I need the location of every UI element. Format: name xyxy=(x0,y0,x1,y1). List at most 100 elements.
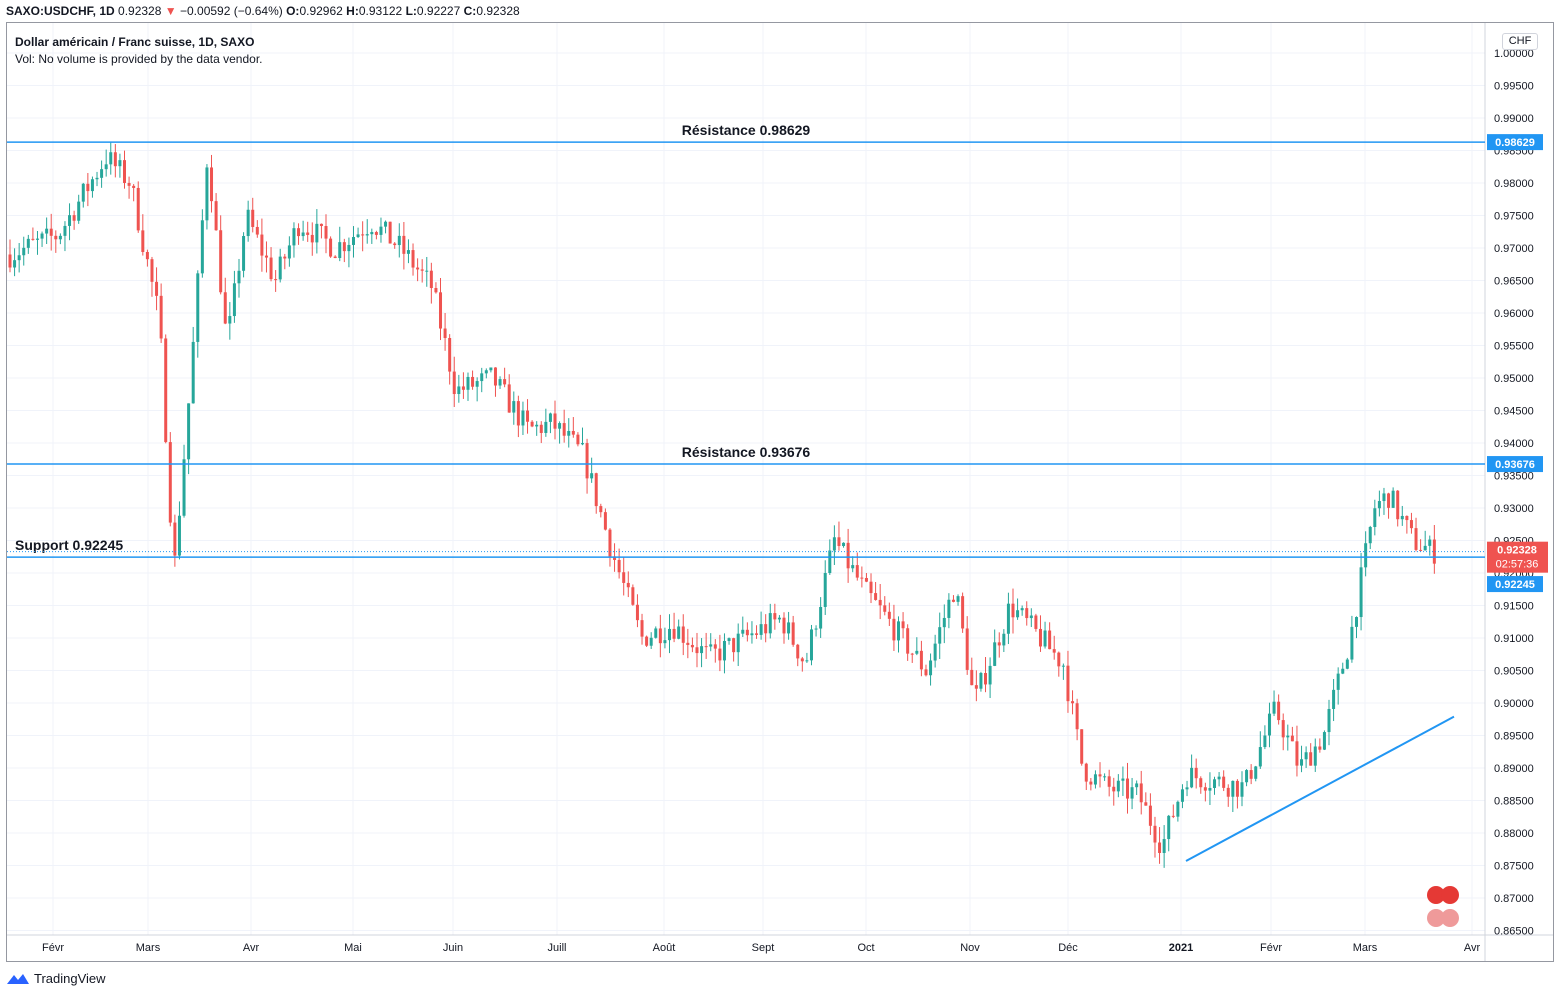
candle xyxy=(649,632,653,649)
candle xyxy=(874,581,878,601)
candle-body xyxy=(846,542,850,569)
candle-body xyxy=(567,430,571,436)
candle-body xyxy=(90,179,94,192)
candle-body xyxy=(901,621,905,629)
candle-body xyxy=(1341,668,1345,674)
candle-body xyxy=(370,232,374,235)
candle-body xyxy=(1354,617,1358,627)
candle xyxy=(800,656,804,672)
candle-body xyxy=(897,621,901,641)
candle-body xyxy=(796,644,800,659)
brand-name: TradingView xyxy=(34,971,106,986)
brand-footer[interactable]: TradingView xyxy=(6,970,106,988)
candle xyxy=(1368,525,1372,550)
candle-body xyxy=(342,242,346,252)
candle-body xyxy=(205,167,209,221)
candle xyxy=(26,234,30,254)
x-tick-label: Mars xyxy=(1353,942,1378,954)
candle-body xyxy=(562,423,566,436)
candle-body xyxy=(1272,701,1276,714)
candle-body xyxy=(777,617,781,620)
candle xyxy=(411,243,415,276)
price-change: −0.00592 (−0.64%) xyxy=(180,4,283,18)
x-tick-label: 2021 xyxy=(1169,942,1193,954)
candle xyxy=(104,149,108,177)
candle xyxy=(974,670,978,702)
candle xyxy=(787,611,791,640)
candle xyxy=(617,548,621,579)
candle-body xyxy=(1075,703,1079,730)
candle-body xyxy=(1332,689,1336,709)
candle-body xyxy=(1327,708,1331,733)
candle-body xyxy=(1217,776,1221,780)
candle xyxy=(242,232,246,278)
candle-body xyxy=(1226,787,1230,797)
candle-body xyxy=(301,232,305,237)
candle xyxy=(892,604,896,652)
candle xyxy=(274,270,278,292)
candle xyxy=(562,409,566,443)
y-tick-label: 0.97500 xyxy=(1494,211,1534,223)
candle-body xyxy=(471,376,475,387)
candle xyxy=(768,603,772,639)
candle xyxy=(264,241,268,273)
candle xyxy=(755,625,759,639)
candle xyxy=(374,230,378,240)
candle xyxy=(136,181,140,233)
candle xyxy=(1002,629,1006,653)
candle xyxy=(1267,702,1271,748)
x-tick-label: Juill xyxy=(548,942,567,954)
candle xyxy=(677,619,681,640)
candle xyxy=(260,218,264,272)
candle-body xyxy=(196,273,200,342)
candle-body xyxy=(576,434,580,445)
candle xyxy=(741,616,745,638)
series-title[interactable]: Dollar américain / Franc suisse, 1D, SAX… xyxy=(15,35,255,49)
candle-body xyxy=(1432,539,1436,564)
candle xyxy=(379,217,383,243)
candle xyxy=(1171,804,1175,819)
candle xyxy=(77,194,81,224)
candle xyxy=(1057,651,1061,677)
currency-button[interactable]: CHF xyxy=(1502,33,1538,50)
candles xyxy=(8,141,1436,868)
candle xyxy=(1304,746,1308,768)
symbol-label[interactable]: SAXO:USDCHF, 1D xyxy=(6,4,115,18)
x-tick-label: Mai xyxy=(344,942,362,954)
candle-body xyxy=(393,243,397,246)
candle-body xyxy=(1345,659,1349,669)
candle-body xyxy=(956,596,960,602)
candle xyxy=(590,457,594,483)
candle xyxy=(223,277,227,325)
candle xyxy=(1245,769,1249,787)
candle xyxy=(1199,776,1203,794)
candle-body xyxy=(942,617,946,628)
candle xyxy=(1258,731,1262,769)
candle-body xyxy=(177,515,181,556)
candle xyxy=(1396,490,1400,527)
candle-body xyxy=(1231,780,1235,797)
candle xyxy=(1300,745,1304,773)
level-price-tag xyxy=(1487,576,1543,593)
candle-body xyxy=(13,260,17,268)
x-tick-label: Févr xyxy=(42,942,64,954)
candle xyxy=(127,176,131,199)
candle-body xyxy=(1213,779,1217,788)
candle xyxy=(1112,777,1116,806)
candle-body xyxy=(287,245,291,259)
candle xyxy=(997,632,1001,658)
candle-body xyxy=(713,644,717,649)
candle xyxy=(512,391,516,425)
candle xyxy=(384,220,388,234)
candle xyxy=(452,356,456,408)
candle-body xyxy=(173,522,177,556)
y-tick-label: 0.87000 xyxy=(1494,893,1534,905)
candle xyxy=(35,231,39,255)
candle-body xyxy=(1290,735,1294,742)
candle xyxy=(342,238,346,263)
y-tick-label: 0.90000 xyxy=(1494,698,1534,710)
candle xyxy=(544,408,548,437)
candle-body xyxy=(617,559,621,573)
flag-chf-icon xyxy=(1441,886,1459,904)
